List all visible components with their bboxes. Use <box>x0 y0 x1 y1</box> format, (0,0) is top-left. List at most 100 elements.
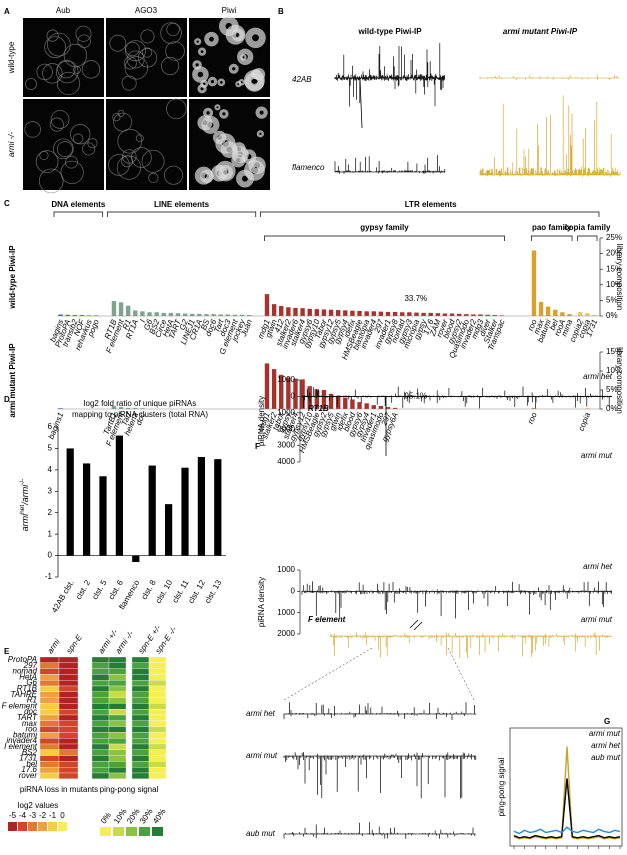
heatmap-cell <box>58 726 79 733</box>
heatmap-cell <box>131 656 150 663</box>
heatmap-cell <box>148 755 167 762</box>
heatmap-cell <box>58 668 79 675</box>
row-label: wild-type <box>7 41 16 74</box>
bar <box>343 310 348 316</box>
bar <box>385 311 391 316</box>
bar <box>371 311 376 316</box>
heatmap-cell <box>39 709 60 716</box>
panel-letter: F <box>255 442 260 451</box>
bar <box>428 312 433 316</box>
bar <box>421 312 426 316</box>
cell <box>160 22 182 44</box>
heatmap-cell <box>39 691 60 698</box>
cell <box>38 168 64 194</box>
y-tick-label: 5 <box>48 444 53 453</box>
line <box>513 778 621 839</box>
row-label: R1 <box>27 696 37 705</box>
bar <box>140 311 145 316</box>
bar <box>335 310 341 316</box>
heatmap-cell <box>58 732 79 739</box>
y-tick-label: -1 <box>45 572 53 581</box>
heatmap-cell <box>131 732 150 739</box>
bar <box>364 311 369 316</box>
cell <box>24 121 41 138</box>
line <box>513 746 621 840</box>
bar <box>65 314 70 316</box>
bar <box>328 393 334 409</box>
track-trace <box>283 822 477 839</box>
heatmap-cell <box>131 743 150 750</box>
bracket <box>531 235 573 241</box>
bar <box>133 407 138 409</box>
bar <box>392 407 398 409</box>
bar <box>357 402 362 409</box>
heatmap-cell <box>58 772 79 779</box>
heatmap-cell <box>58 738 79 745</box>
bar <box>300 308 305 316</box>
series-label: armi het <box>583 562 613 571</box>
track-title: RT1B <box>308 404 329 413</box>
category-label: BS <box>199 318 212 332</box>
cell <box>63 43 88 68</box>
bar <box>147 312 152 316</box>
cell <box>165 41 185 61</box>
heatmap-cell <box>39 726 60 733</box>
heatmap-cell <box>131 691 150 698</box>
bar <box>115 435 124 556</box>
row-label: nomad <box>13 667 38 676</box>
heatmap-cell <box>39 767 60 774</box>
legend-label: -3 <box>29 811 37 820</box>
bar <box>58 314 63 316</box>
heatmap-cell <box>58 662 79 669</box>
heatmap-cell <box>91 743 110 750</box>
cell <box>255 106 268 119</box>
heatmap-cell <box>148 732 167 739</box>
cell <box>231 153 246 168</box>
y-tick-label: 5% <box>606 296 618 305</box>
cell <box>81 60 101 79</box>
category-label: roo <box>526 318 539 333</box>
cell <box>236 169 254 188</box>
bar <box>335 395 341 409</box>
cell <box>214 104 221 111</box>
bar <box>314 389 320 409</box>
bar <box>111 301 117 316</box>
legend-label: aub mut <box>591 753 621 762</box>
y-tick-label: 0 <box>291 586 296 595</box>
y-tick-label: 1000 <box>277 565 295 574</box>
bar <box>492 315 497 316</box>
bar <box>286 377 291 409</box>
bar <box>385 407 391 409</box>
row-label: 297 <box>23 661 38 670</box>
plot-frame <box>509 727 623 847</box>
heatmap-cell <box>58 761 79 768</box>
track-label: 42AB <box>292 75 312 84</box>
heatmap-cell <box>91 738 110 745</box>
cell <box>116 155 142 180</box>
heatmap-cell <box>39 720 60 727</box>
bar <box>378 311 384 316</box>
heatmap-cell <box>91 691 110 698</box>
cell <box>57 60 76 79</box>
cell <box>245 27 266 49</box>
cell <box>124 56 149 80</box>
cell <box>112 113 121 122</box>
heatmap-cell <box>39 761 60 768</box>
bar <box>182 313 188 316</box>
category-label: R1 <box>121 318 133 331</box>
panel-letter: D <box>4 395 10 404</box>
group-label: pao family <box>532 223 572 232</box>
axis-title: library composition <box>615 244 624 311</box>
cell <box>194 38 202 46</box>
legend-swatch <box>48 822 57 831</box>
heatmap-cell <box>108 656 127 663</box>
heatmap-cell <box>39 656 60 663</box>
heatmap-cell <box>58 767 79 774</box>
track-trace <box>301 581 612 619</box>
axis-title-part: -/- <box>19 479 26 485</box>
axis-title: library composition <box>615 347 624 414</box>
series-label: armi het <box>246 709 276 718</box>
bar <box>286 307 291 316</box>
cell <box>197 47 207 56</box>
